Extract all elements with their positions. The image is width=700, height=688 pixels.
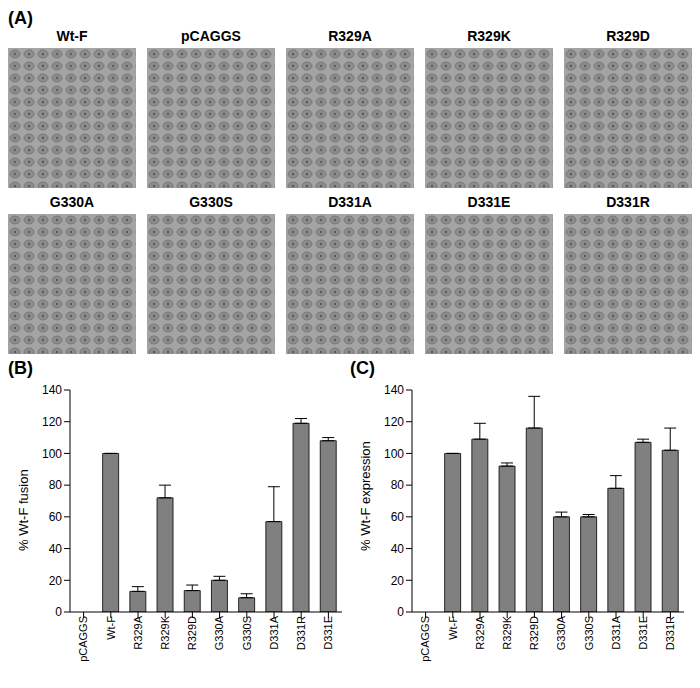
html-text:pCAGGS: pCAGGS xyxy=(181,28,241,44)
svg-text:D331E: D331E xyxy=(322,616,334,650)
svg-text:G330S: G330S xyxy=(583,616,595,650)
svg-text:R329K: R329K xyxy=(501,615,513,649)
svg-text:140: 140 xyxy=(384,383,404,397)
svg-text:20: 20 xyxy=(391,574,405,588)
svg-text:0: 0 xyxy=(397,605,404,619)
svg-text:R329A: R329A xyxy=(132,615,144,649)
html-text:R329A: R329A xyxy=(328,28,372,44)
svg-text:pCAGGS: pCAGGS xyxy=(419,616,431,662)
svg-text:% Wt-F expression: % Wt-F expression xyxy=(358,441,373,551)
svg-text:120: 120 xyxy=(42,415,62,429)
html-text:G330S: G330S xyxy=(189,194,233,210)
html-text:D331E: D331E xyxy=(467,194,511,210)
svg-text:60: 60 xyxy=(391,510,405,524)
html-text:(A): (A) xyxy=(8,8,33,28)
svg-text:R329K: R329K xyxy=(159,615,171,649)
svg-text:D331E: D331E xyxy=(637,616,649,650)
svg-text:80: 80 xyxy=(49,478,63,492)
svg-text:0: 0 xyxy=(55,605,62,619)
html-text:Wt-F: Wt-F xyxy=(56,28,88,44)
svg-text:Wt-F: Wt-F xyxy=(105,616,117,640)
svg-text:D331R: D331R xyxy=(295,616,307,650)
svg-text:% Wt-F fusion: % Wt-F fusion xyxy=(16,469,31,551)
html-text:(C): (C) xyxy=(350,358,375,378)
svg-text:120: 120 xyxy=(384,415,404,429)
svg-text:80: 80 xyxy=(391,478,405,492)
svg-text:R329D: R329D xyxy=(186,616,198,650)
svg-text:40: 40 xyxy=(391,542,405,556)
svg-text:140: 140 xyxy=(42,383,62,397)
html-text:D331R: D331R xyxy=(606,194,650,210)
html-text:G330A: G330A xyxy=(49,194,95,210)
svg-text:D331A: D331A xyxy=(268,615,280,649)
svg-text:100: 100 xyxy=(42,447,62,461)
svg-text:60: 60 xyxy=(49,510,63,524)
svg-text:R329D: R329D xyxy=(528,616,540,650)
svg-text:40: 40 xyxy=(49,542,63,556)
svg-text:20: 20 xyxy=(49,574,63,588)
html-text:R329D: R329D xyxy=(606,28,650,44)
svg-text:G330A: G330A xyxy=(555,615,567,650)
html-text:(B): (B) xyxy=(8,358,33,378)
svg-text:D331A: D331A xyxy=(610,615,622,649)
svg-text:Wt-F: Wt-F xyxy=(447,616,459,640)
html-text:D331A: D331A xyxy=(328,194,372,210)
svg-text:pCAGGS: pCAGGS xyxy=(77,616,89,662)
svg-text:G330S: G330S xyxy=(241,616,253,650)
html-text:R329K: R329K xyxy=(467,28,511,44)
svg-text:D331R: D331R xyxy=(664,616,676,650)
svg-text:R329A: R329A xyxy=(474,615,486,649)
svg-text:G330A: G330A xyxy=(213,615,225,650)
svg-text:100: 100 xyxy=(384,447,404,461)
